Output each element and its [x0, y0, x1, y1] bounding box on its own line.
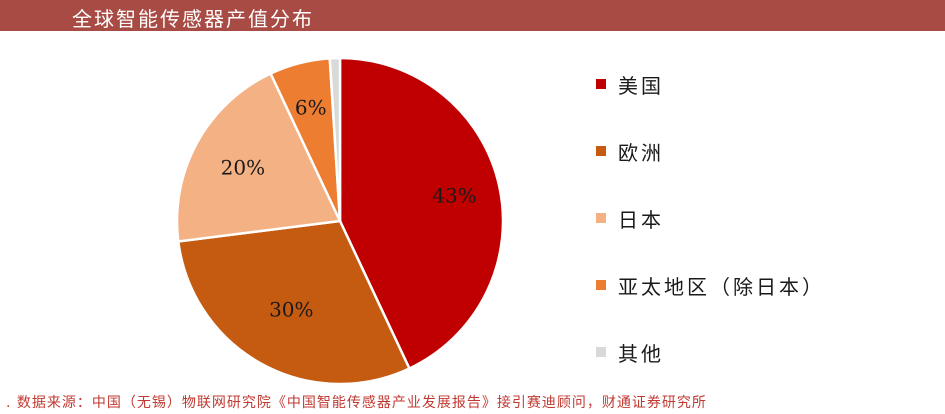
- legend-label-japan: 日本: [618, 207, 664, 232]
- pie-label-usa: 43%: [432, 183, 476, 207]
- legend-item-japan: 日本: [596, 205, 664, 232]
- legend-item-asia-pacific: 亚太地区（除日本）: [596, 272, 825, 299]
- chart-title: 全球智能传感器产值分布: [72, 7, 314, 31]
- legend-swatch-japan: [596, 213, 606, 223]
- pie-chart: 43% 30% 20% 6% 1%: [175, 31, 505, 386]
- legend-label-europe: 欧洲: [618, 140, 664, 165]
- legend-label-other: 其他: [618, 341, 664, 366]
- legend-swatch-other: [596, 347, 606, 357]
- pie-slice-usa: [338, 56, 505, 371]
- pie-slice-other: [328, 56, 342, 222]
- pie-slice-europe: [176, 219, 412, 386]
- pie-label-asia-pacific: 6%: [295, 95, 327, 119]
- legend-item-usa: 美国: [596, 71, 664, 98]
- pie-slice-japan: [175, 71, 342, 243]
- pie-label-japan: 20%: [221, 156, 265, 180]
- legend-swatch-usa: [596, 79, 606, 89]
- pie-label-europe: 30%: [269, 298, 313, 322]
- legend-label-asia-pacific: 亚太地区（除日本）: [618, 274, 825, 299]
- legend-label-usa: 美国: [618, 73, 664, 98]
- legend-swatch-europe: [596, 146, 606, 156]
- title-bar: [0, 0, 945, 31]
- pie-label-other: 1%: [318, 31, 350, 34]
- legend-item-europe: 欧洲: [596, 138, 664, 165]
- legend-item-other: 其他: [596, 339, 664, 366]
- legend-swatch-asia-pacific: [596, 280, 606, 290]
- source-note: . 数据来源：中国（无锡）物联网研究院《中国智能传感器产业发展报告》接引赛迪顾问…: [6, 395, 707, 411]
